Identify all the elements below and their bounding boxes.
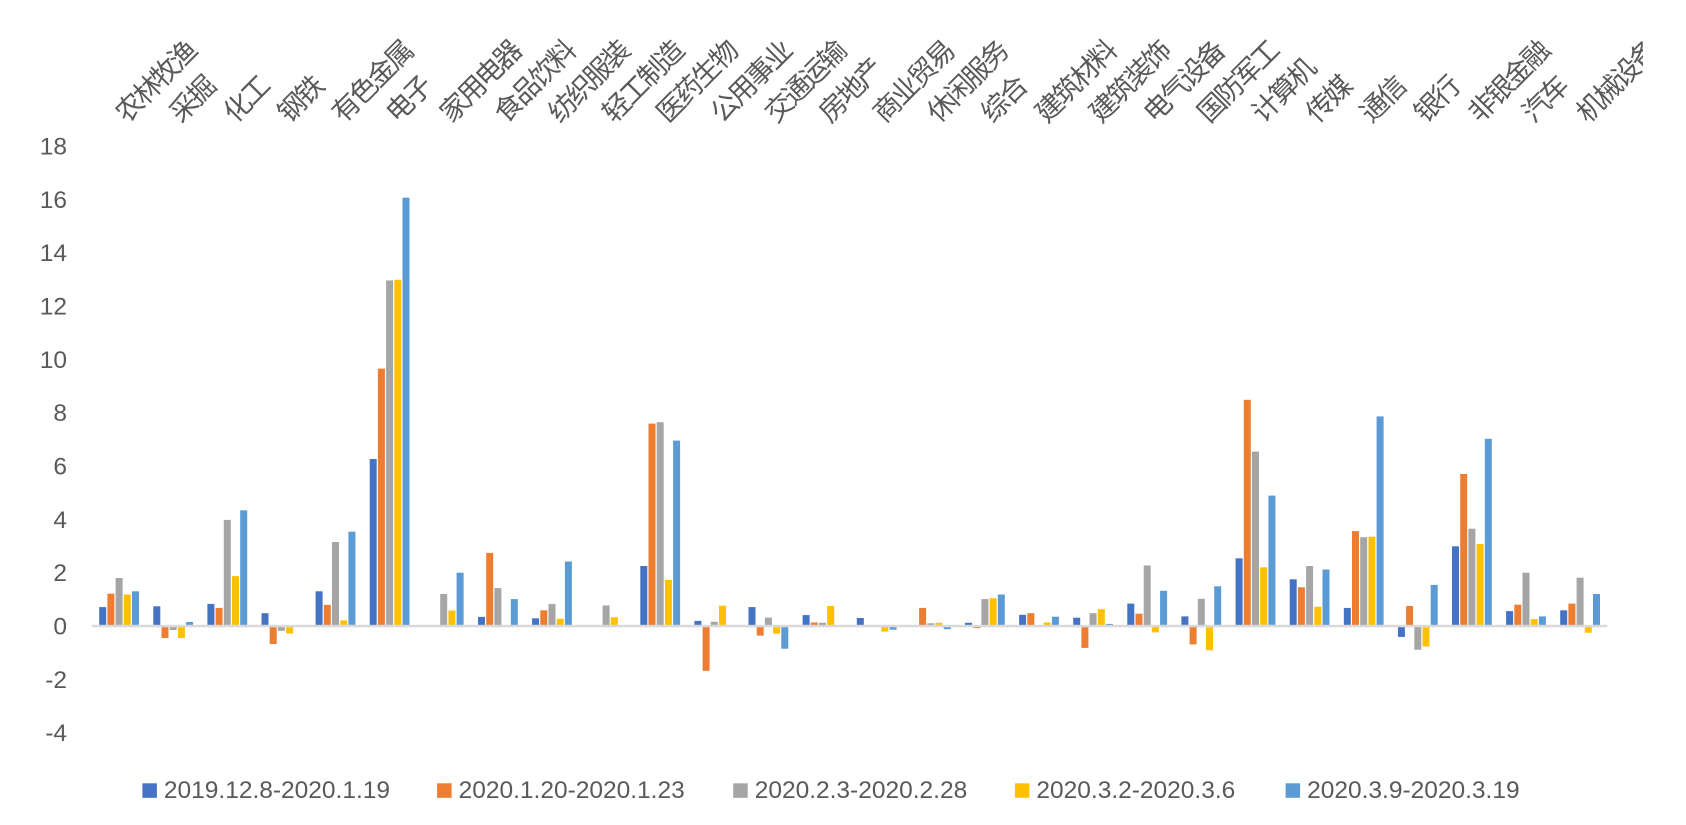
svg-text:12: 12 xyxy=(40,294,67,321)
svg-text:14: 14 xyxy=(40,240,67,267)
svg-text:10: 10 xyxy=(40,347,67,374)
svg-text:6: 6 xyxy=(53,454,67,481)
svg-text:2020.3.2-2020.3.6: 2020.3.2-2020.3.6 xyxy=(1036,777,1235,804)
svg-text:18: 18 xyxy=(40,133,67,160)
svg-text:2020.3.9-2020.3.19: 2020.3.9-2020.3.19 xyxy=(1307,777,1520,804)
svg-text:8: 8 xyxy=(53,400,67,427)
svg-text:0: 0 xyxy=(53,614,67,641)
svg-text:2: 2 xyxy=(53,560,67,587)
svg-text:2019.12.8-2020.1.19: 2019.12.8-2020.1.19 xyxy=(164,777,390,804)
svg-text:-4: -4 xyxy=(45,720,67,747)
svg-text:-2: -2 xyxy=(45,667,67,694)
svg-text:2020.1.20-2020.1.23: 2020.1.20-2020.1.23 xyxy=(459,777,685,804)
svg-text:2020.2.3-2020.2.28: 2020.2.3-2020.2.28 xyxy=(755,777,968,804)
svg-text:16: 16 xyxy=(40,187,67,214)
svg-text:4: 4 xyxy=(53,507,67,534)
